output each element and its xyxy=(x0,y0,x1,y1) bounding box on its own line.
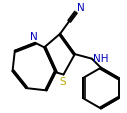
Text: S: S xyxy=(59,77,66,86)
Text: N: N xyxy=(77,3,84,13)
Text: N: N xyxy=(30,32,38,42)
Text: NH: NH xyxy=(93,54,108,64)
